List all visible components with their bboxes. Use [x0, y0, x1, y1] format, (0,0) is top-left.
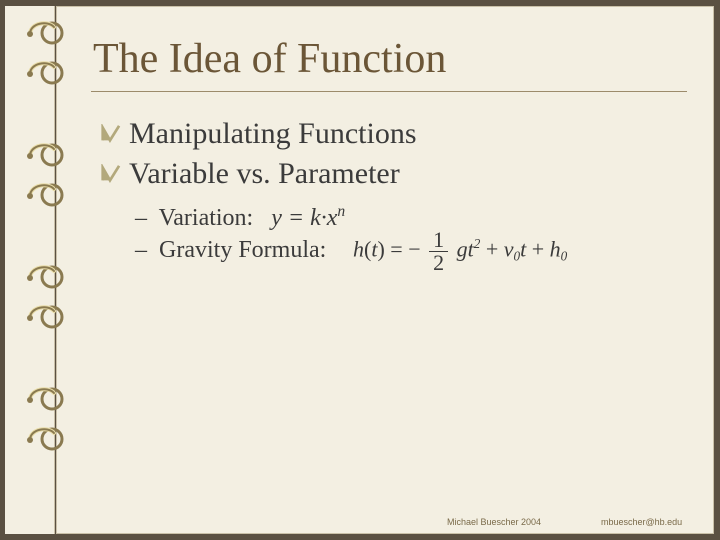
bullet-2: Variable vs. Parameter: [99, 157, 400, 191]
footer-author: Michael Buescher 2004: [447, 517, 541, 527]
checkmark-icon: [99, 124, 121, 144]
binder-ring-icon: [24, 426, 64, 452]
checkmark-icon: [99, 164, 121, 184]
sub-bullet-gravity: – Gravity Formula:: [135, 237, 326, 264]
variation-formula: y = k·xn: [271, 205, 345, 231]
binder-ring-icon: [24, 386, 64, 412]
footer-email: mbuescher@hb.edu: [601, 517, 682, 527]
slide-title: The Idea of Function: [93, 35, 446, 83]
bullet-1-text: Manipulating Functions: [129, 117, 417, 151]
binder-ring-icon: [24, 142, 64, 168]
binder-ring-icon: [24, 264, 64, 290]
slide-body: The Idea of Function Manipulating Functi…: [56, 6, 714, 534]
sub-1-label: Variation:: [159, 205, 254, 231]
fraction: 1 2: [429, 229, 448, 274]
binder-ring-icon: [24, 20, 64, 46]
sub-2-label: Gravity Formula:: [159, 237, 326, 263]
bullet-2-text: Variable vs. Parameter: [129, 157, 400, 191]
dash-icon: –: [135, 205, 147, 231]
dash-icon: –: [135, 237, 147, 263]
binder-ring-icon: [24, 304, 64, 330]
title-underline: [91, 91, 687, 92]
bullet-1: Manipulating Functions: [99, 117, 417, 151]
sub-bullet-variation: – Variation: y = k·xn: [135, 203, 345, 232]
gravity-formula: h(t) = − 1 2 gt2 + v0t + h0: [353, 229, 567, 274]
binder-ring-icon: [24, 60, 64, 86]
binder-ring-icon: [24, 182, 64, 208]
